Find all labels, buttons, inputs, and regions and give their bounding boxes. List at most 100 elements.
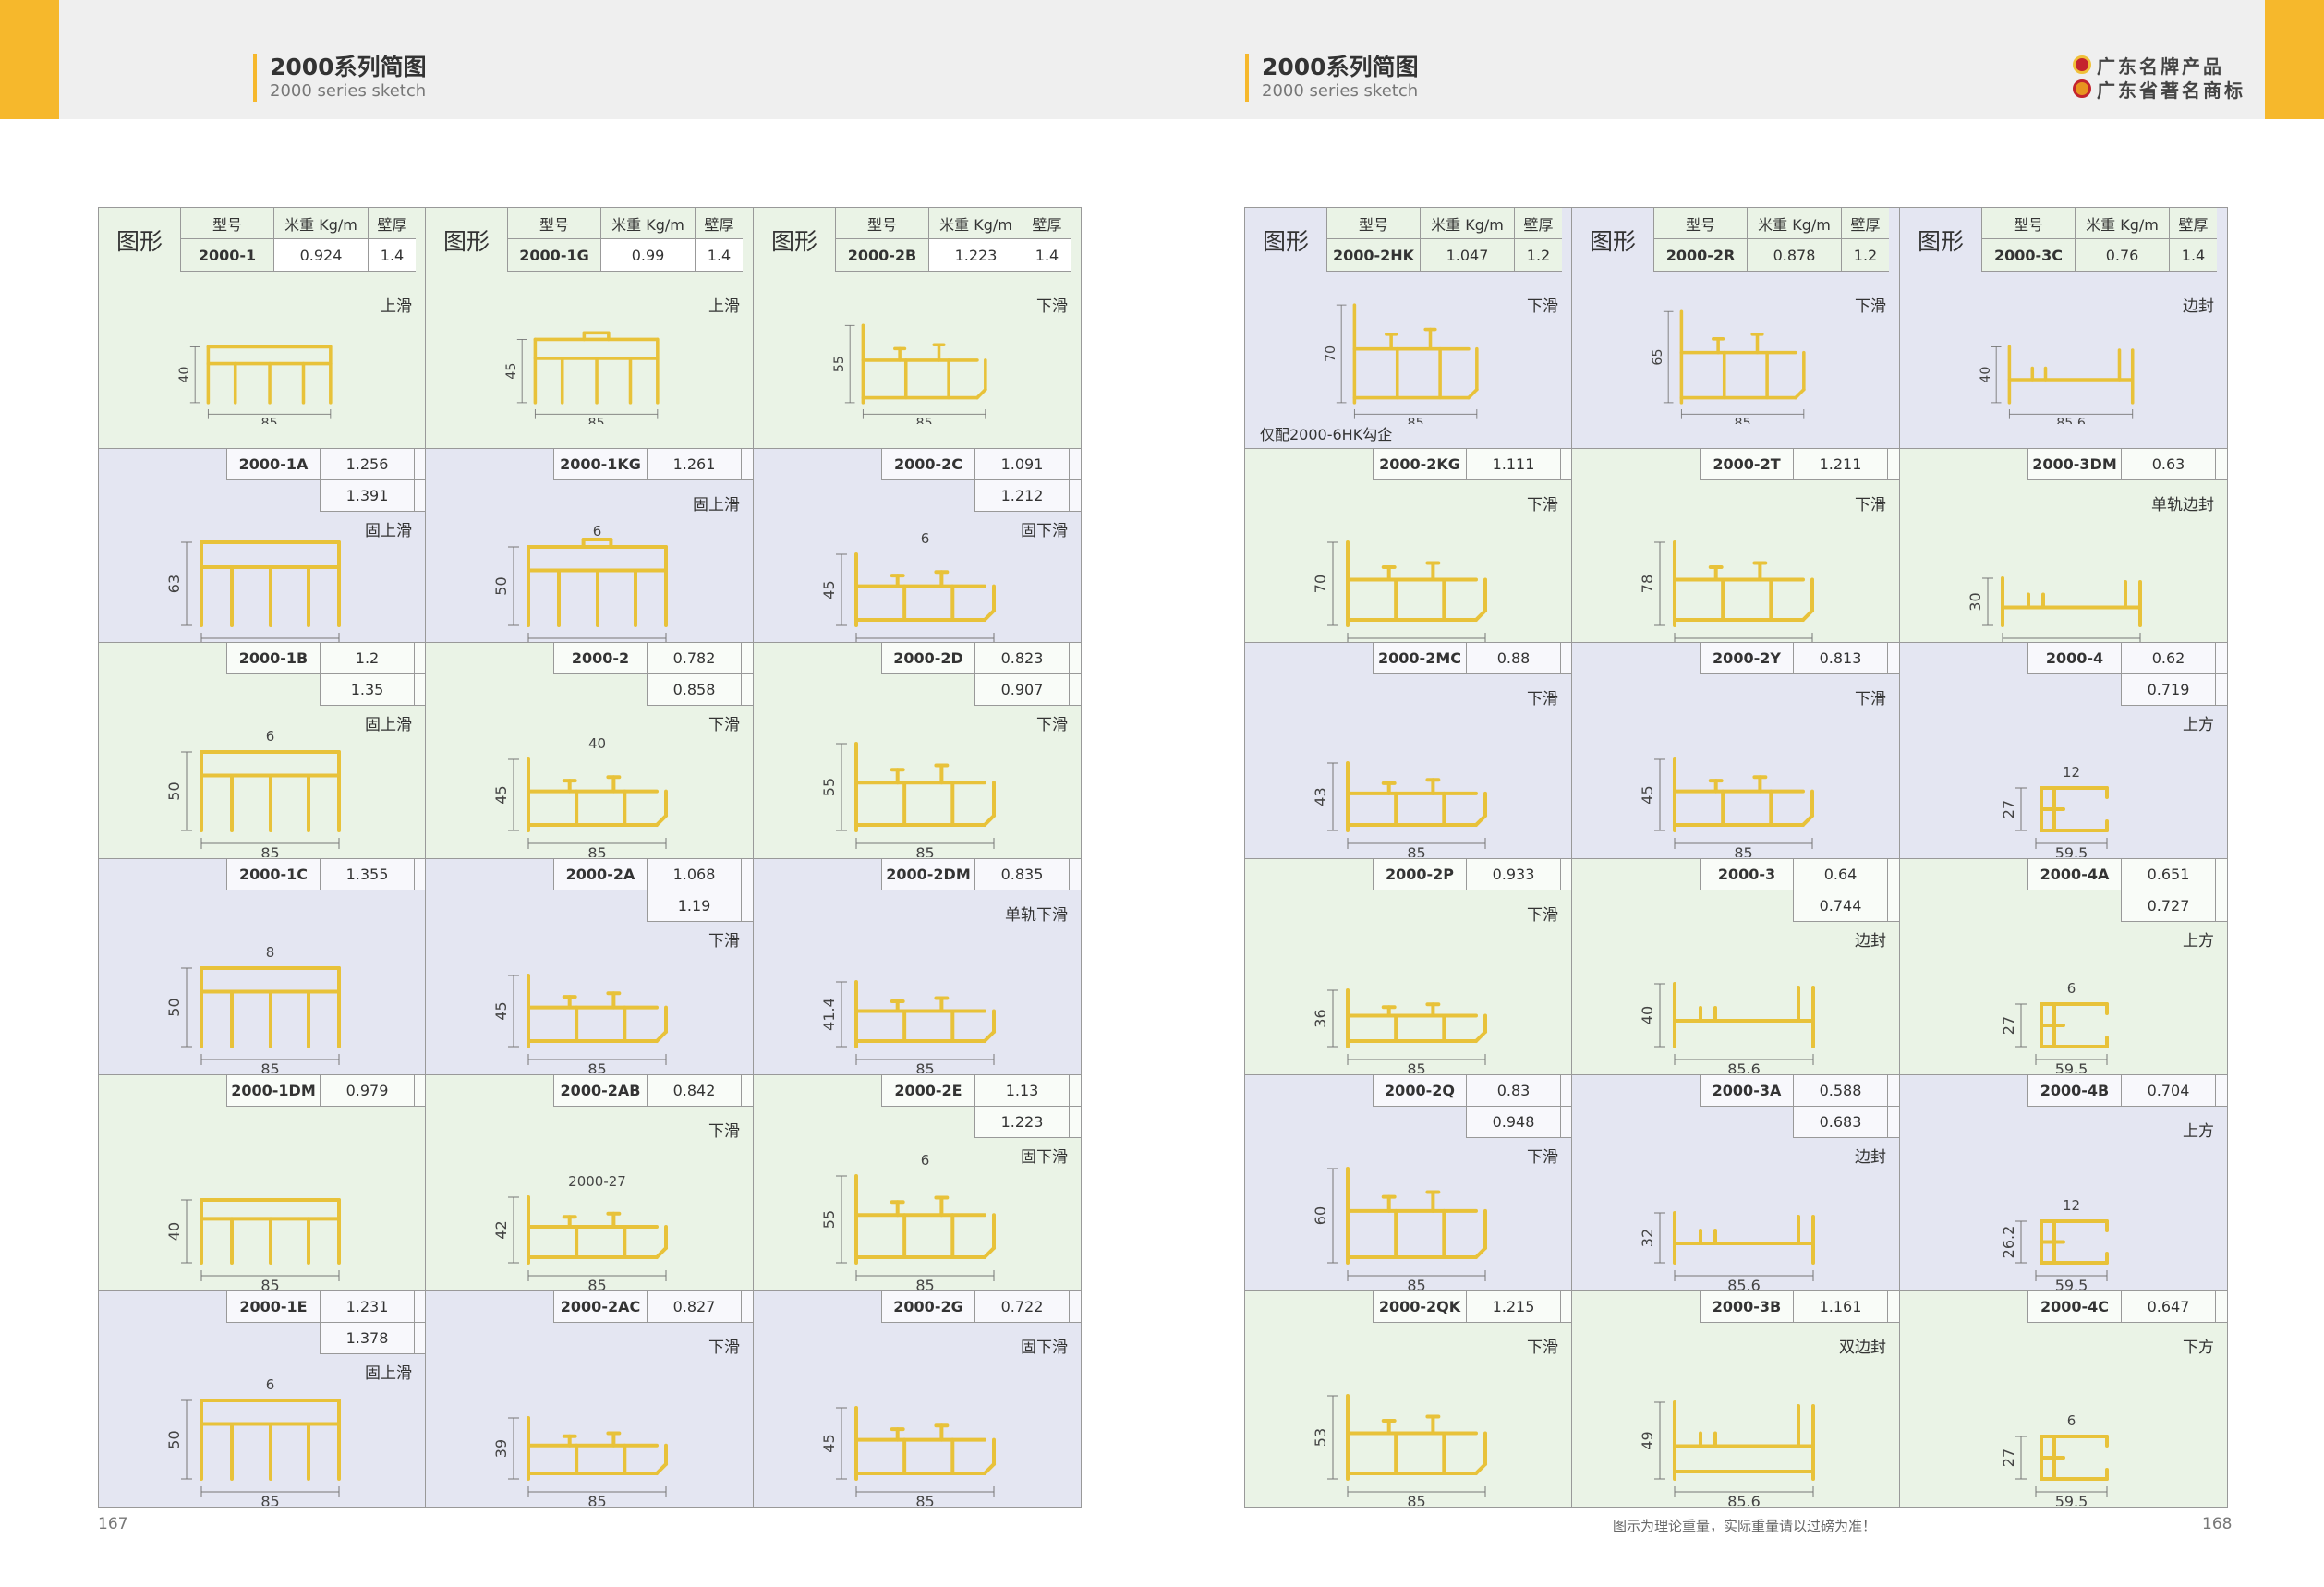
thickness-value-alt: 1.4 <box>2215 674 2227 706</box>
weight-value-alt: 0.948 <box>1466 1107 1560 1138</box>
spec-table: 2000-2T1.2111.2 <box>1572 449 1899 512</box>
thickness-label: 壁厚 <box>1023 208 1071 239</box>
model-number: 2000-2MC <box>1373 643 1466 674</box>
weight-value: 0.878 <box>1747 239 1841 272</box>
weight-value: 0.722 <box>974 1291 1069 1323</box>
weight-value: 0.63 <box>2121 449 2215 480</box>
height-dimension: 45 <box>492 785 510 804</box>
dimension-lines <box>508 1196 667 1281</box>
model-number: 2000-2HK <box>1326 239 1420 272</box>
profile-sketch: 85 55 6 <box>820 1152 996 1290</box>
brand-text-1: 广东名牌产品 <box>2097 55 2224 78</box>
profile-category: 下滑 <box>708 1339 740 1357</box>
width-dimension: 59.5 <box>2055 844 2088 857</box>
thickness-value-alt: 1.4 <box>414 674 425 706</box>
height-dimension: 40 <box>1979 367 1993 383</box>
profile-sketch: 85 40 <box>165 1198 341 1290</box>
spec-row-2: 1.223 1.4 <box>928 239 1071 272</box>
spacer <box>426 859 553 890</box>
profile-category: 下滑 <box>1855 297 1886 316</box>
profile-sketch: 59.5 27 6 <box>2000 980 2109 1073</box>
left-page-title: 2000系列简图 2000 series sketch <box>253 54 427 102</box>
height-dimension: 27 <box>2000 1016 2017 1035</box>
spacer <box>1572 449 1700 480</box>
thickness-value: 1.4 <box>1560 859 1571 890</box>
model-number: 2000-3DM <box>2027 449 2121 480</box>
profile-sketch: 85 45 <box>1639 757 1814 857</box>
spacer <box>226 1323 320 1354</box>
dimension-lines <box>2015 1220 2108 1281</box>
weight-value: 0.651 <box>2121 859 2215 890</box>
width-dimension: 85 <box>1407 639 1425 643</box>
width-dimension: 85 <box>1734 639 1752 643</box>
spacer <box>1900 1075 2027 1107</box>
dimension-lines <box>508 758 667 849</box>
weight-value: 1.261 <box>647 449 741 480</box>
shape-column-header: 图形 <box>442 227 490 255</box>
profile-outline <box>2040 1435 2109 1481</box>
weight-value: 0.62 <box>2121 643 2215 674</box>
width-dimension: 85 <box>915 844 934 857</box>
thickness-value: 1.2 <box>1887 1075 1899 1107</box>
thickness-value: 1.2 <box>2215 643 2227 674</box>
spec-table: 2000-2D0.8231.20.9071.4 <box>754 643 1081 706</box>
model-number: 2000-4 <box>2027 643 2121 674</box>
weight-value-alt: 1.378 <box>320 1323 414 1354</box>
model-number: 2000-2DM <box>881 859 974 890</box>
spacer <box>99 1323 226 1354</box>
profile-outline <box>200 540 341 627</box>
profile-sketch: 59.5 27 12 <box>2000 764 2109 857</box>
profile-outline <box>1352 303 1479 405</box>
spacer <box>1900 859 2027 890</box>
profile-category: 上方 <box>2183 1122 2214 1141</box>
profile-category: 下滑 <box>1527 1339 1558 1357</box>
width-dimension: 85 <box>915 1277 934 1290</box>
spacer <box>99 1291 226 1323</box>
model-label: 型号 <box>180 208 273 239</box>
model-number: 2000-1DM <box>226 1075 320 1107</box>
profile-sketch: 59.5 26.2 12 <box>2000 1197 2109 1290</box>
thickness-value: 1.2 <box>741 643 753 674</box>
spec-header: 型号 米重 Kg/m 壁厚 2000-2R 0.878 1.2 <box>1653 208 1889 272</box>
spacer <box>1572 1291 1700 1323</box>
width-dimension: 85 <box>1407 1060 1425 1073</box>
thickness-value: 1.2 <box>414 449 425 480</box>
spacer <box>881 1107 974 1138</box>
dimension-lines <box>1327 762 1486 849</box>
height-dimension: 45 <box>492 1001 510 1020</box>
thickness-value: 1.4 <box>1069 1291 1081 1323</box>
thickness-value-alt: 1.4 <box>695 239 743 272</box>
model-number: 2000-2KG <box>1373 449 1466 480</box>
profile-sketch: 85 70 <box>1324 303 1479 424</box>
profile-category: 边封 <box>1855 1148 1886 1167</box>
thickness-value: 1.2 <box>1069 449 1081 480</box>
dimension-lines <box>1327 1168 1486 1281</box>
weight-value-alt: 0.727 <box>2121 890 2215 922</box>
thickness-value: 1.4 <box>1887 1291 1899 1323</box>
profile-cell-2000-2q: 2000-2Q0.831.20.9481.4下滑8560 <box>1244 1075 1572 1291</box>
dimension-lines <box>836 553 995 642</box>
weight-value-alt: 0.719 <box>2121 674 2215 706</box>
profile-category: 下滑 <box>1855 690 1886 709</box>
width-dimension: 85.3 <box>2055 639 2088 643</box>
profile-sketch: 85 45 40 <box>492 735 668 857</box>
profile-outline <box>1346 540 1487 627</box>
spec-row-2: 0.924 1.4 <box>273 239 416 272</box>
profile-cell-2000-2hk: 图形 型号 米重 Kg/m 壁厚 2000-2HK 1.047 1.2 下滑 仅配2000-6H… <box>1244 207 1572 449</box>
height-dimension: 50 <box>492 576 510 595</box>
brand-line-2: 广东省著名商标 <box>2073 77 2245 102</box>
width-dimension: 85 <box>1407 1277 1425 1290</box>
height-dimension: 50 <box>165 998 183 1016</box>
profile-category: 下滑 <box>1527 297 1558 316</box>
profile-cell-2000-2t: 2000-2T1.2111.2下滑8578 <box>1572 449 1900 643</box>
profile-category: 上方 <box>2183 716 2214 734</box>
profile-category: 固上滑 <box>365 1364 412 1383</box>
thickness-value: 1.2 <box>414 643 425 674</box>
